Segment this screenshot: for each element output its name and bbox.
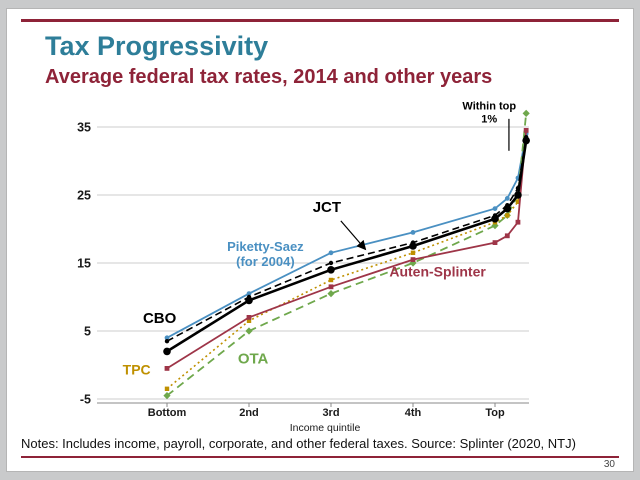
series-marker (522, 109, 530, 117)
x-axis: Bottom 2nd 3rd 4th Top Income quintile (97, 402, 529, 434)
series-marker (522, 136, 530, 145)
y-tick-label: -5 (80, 393, 91, 407)
series-marker (505, 213, 510, 218)
series-marker (504, 196, 510, 201)
piketty-saez-label: (for 2004) (236, 254, 295, 269)
y-tick-label: 5 (84, 325, 91, 339)
series-marker (163, 392, 171, 400)
series-marker (328, 284, 334, 290)
series-line (166, 140, 527, 390)
series-line (166, 140, 528, 353)
series-marker (163, 347, 171, 356)
tax-rate-chart-canvas: -5 5 15 25 35 Bottom 2nd 3rd 4th Top Income quinti… (77, 100, 530, 434)
page-number: 30 (603, 459, 615, 470)
cbo-label: CBO (143, 310, 177, 327)
y-tick-label: 15 (77, 257, 91, 271)
series-marker (164, 366, 170, 371)
x-tick-label: 3rd (322, 407, 339, 419)
series-piketty-saez (164, 131, 529, 341)
series-marker (410, 257, 416, 262)
series-marker (327, 266, 335, 274)
ota-label: OTA (238, 351, 269, 368)
series-marker (164, 339, 170, 344)
x-axis-title: Income quintile (290, 422, 361, 434)
top-divider-line (21, 19, 619, 22)
series-marker (328, 277, 334, 283)
series-marker (246, 318, 252, 323)
piketty-saez-label: Piketty-Saez (227, 239, 304, 254)
annotations: CBO TPC OTA Piketty-Saez(for 2004) JCT Auten-… (123, 100, 517, 377)
notes-text: Notes: Includes income, payroll, corpora… (21, 436, 576, 451)
jct-label: JCT (313, 199, 341, 216)
within-top-label: Within top (462, 100, 516, 112)
series-marker (328, 260, 334, 266)
y-tick-label: 35 (77, 121, 91, 135)
series-cbo (163, 136, 530, 356)
tpc-label: TPC (123, 362, 151, 378)
series-marker (246, 291, 252, 296)
series-marker (327, 290, 335, 298)
series-marker (164, 335, 170, 341)
series-marker (492, 206, 498, 211)
y-tick-label: 25 (77, 189, 91, 203)
series-marker (246, 315, 252, 320)
series-marker (328, 250, 334, 256)
series-marker (164, 386, 170, 391)
series-marker (409, 242, 417, 250)
auten-splinter-label: Auten-Splinter (389, 264, 486, 280)
series-marker (523, 128, 529, 133)
series-jct (164, 135, 529, 344)
series-line (166, 113, 528, 397)
x-tick-label: 2nd (239, 407, 259, 419)
series-marker (514, 191, 522, 199)
x-tick-label: Bottom (148, 407, 187, 419)
series-ota (163, 109, 530, 400)
series-marker (515, 199, 521, 204)
series-line (166, 133, 528, 339)
slide-title: Tax Progressivity (45, 31, 269, 61)
series-line (166, 137, 527, 342)
series-marker (491, 215, 499, 223)
gridlines-and-y-ticks: -5 5 15 25 35 (77, 121, 529, 407)
series-marker (245, 327, 253, 335)
series-marker (515, 219, 521, 225)
slide-subtitle: Average federal tax rates, 2014 and othe… (45, 66, 493, 88)
series-auten-splinter (164, 128, 529, 371)
series-marker (492, 240, 498, 245)
tax-rate-chart: -5 5 15 25 35 Bottom 2nd 3rd 4th Top Income quinti… (67, 97, 547, 437)
series-marker (504, 233, 510, 239)
series-marker (245, 296, 253, 305)
x-tick-label: 4th (405, 407, 422, 419)
x-tick-label: Top (485, 407, 505, 419)
bottom-divider-line (21, 456, 619, 458)
slide: Tax Progressivity Average federal tax ra… (6, 8, 634, 472)
within-top-label: 1% (481, 113, 497, 125)
series-marker (410, 250, 416, 255)
series-marker (410, 230, 416, 235)
jct-label-arrow (340, 220, 367, 251)
series-marker (503, 204, 512, 213)
